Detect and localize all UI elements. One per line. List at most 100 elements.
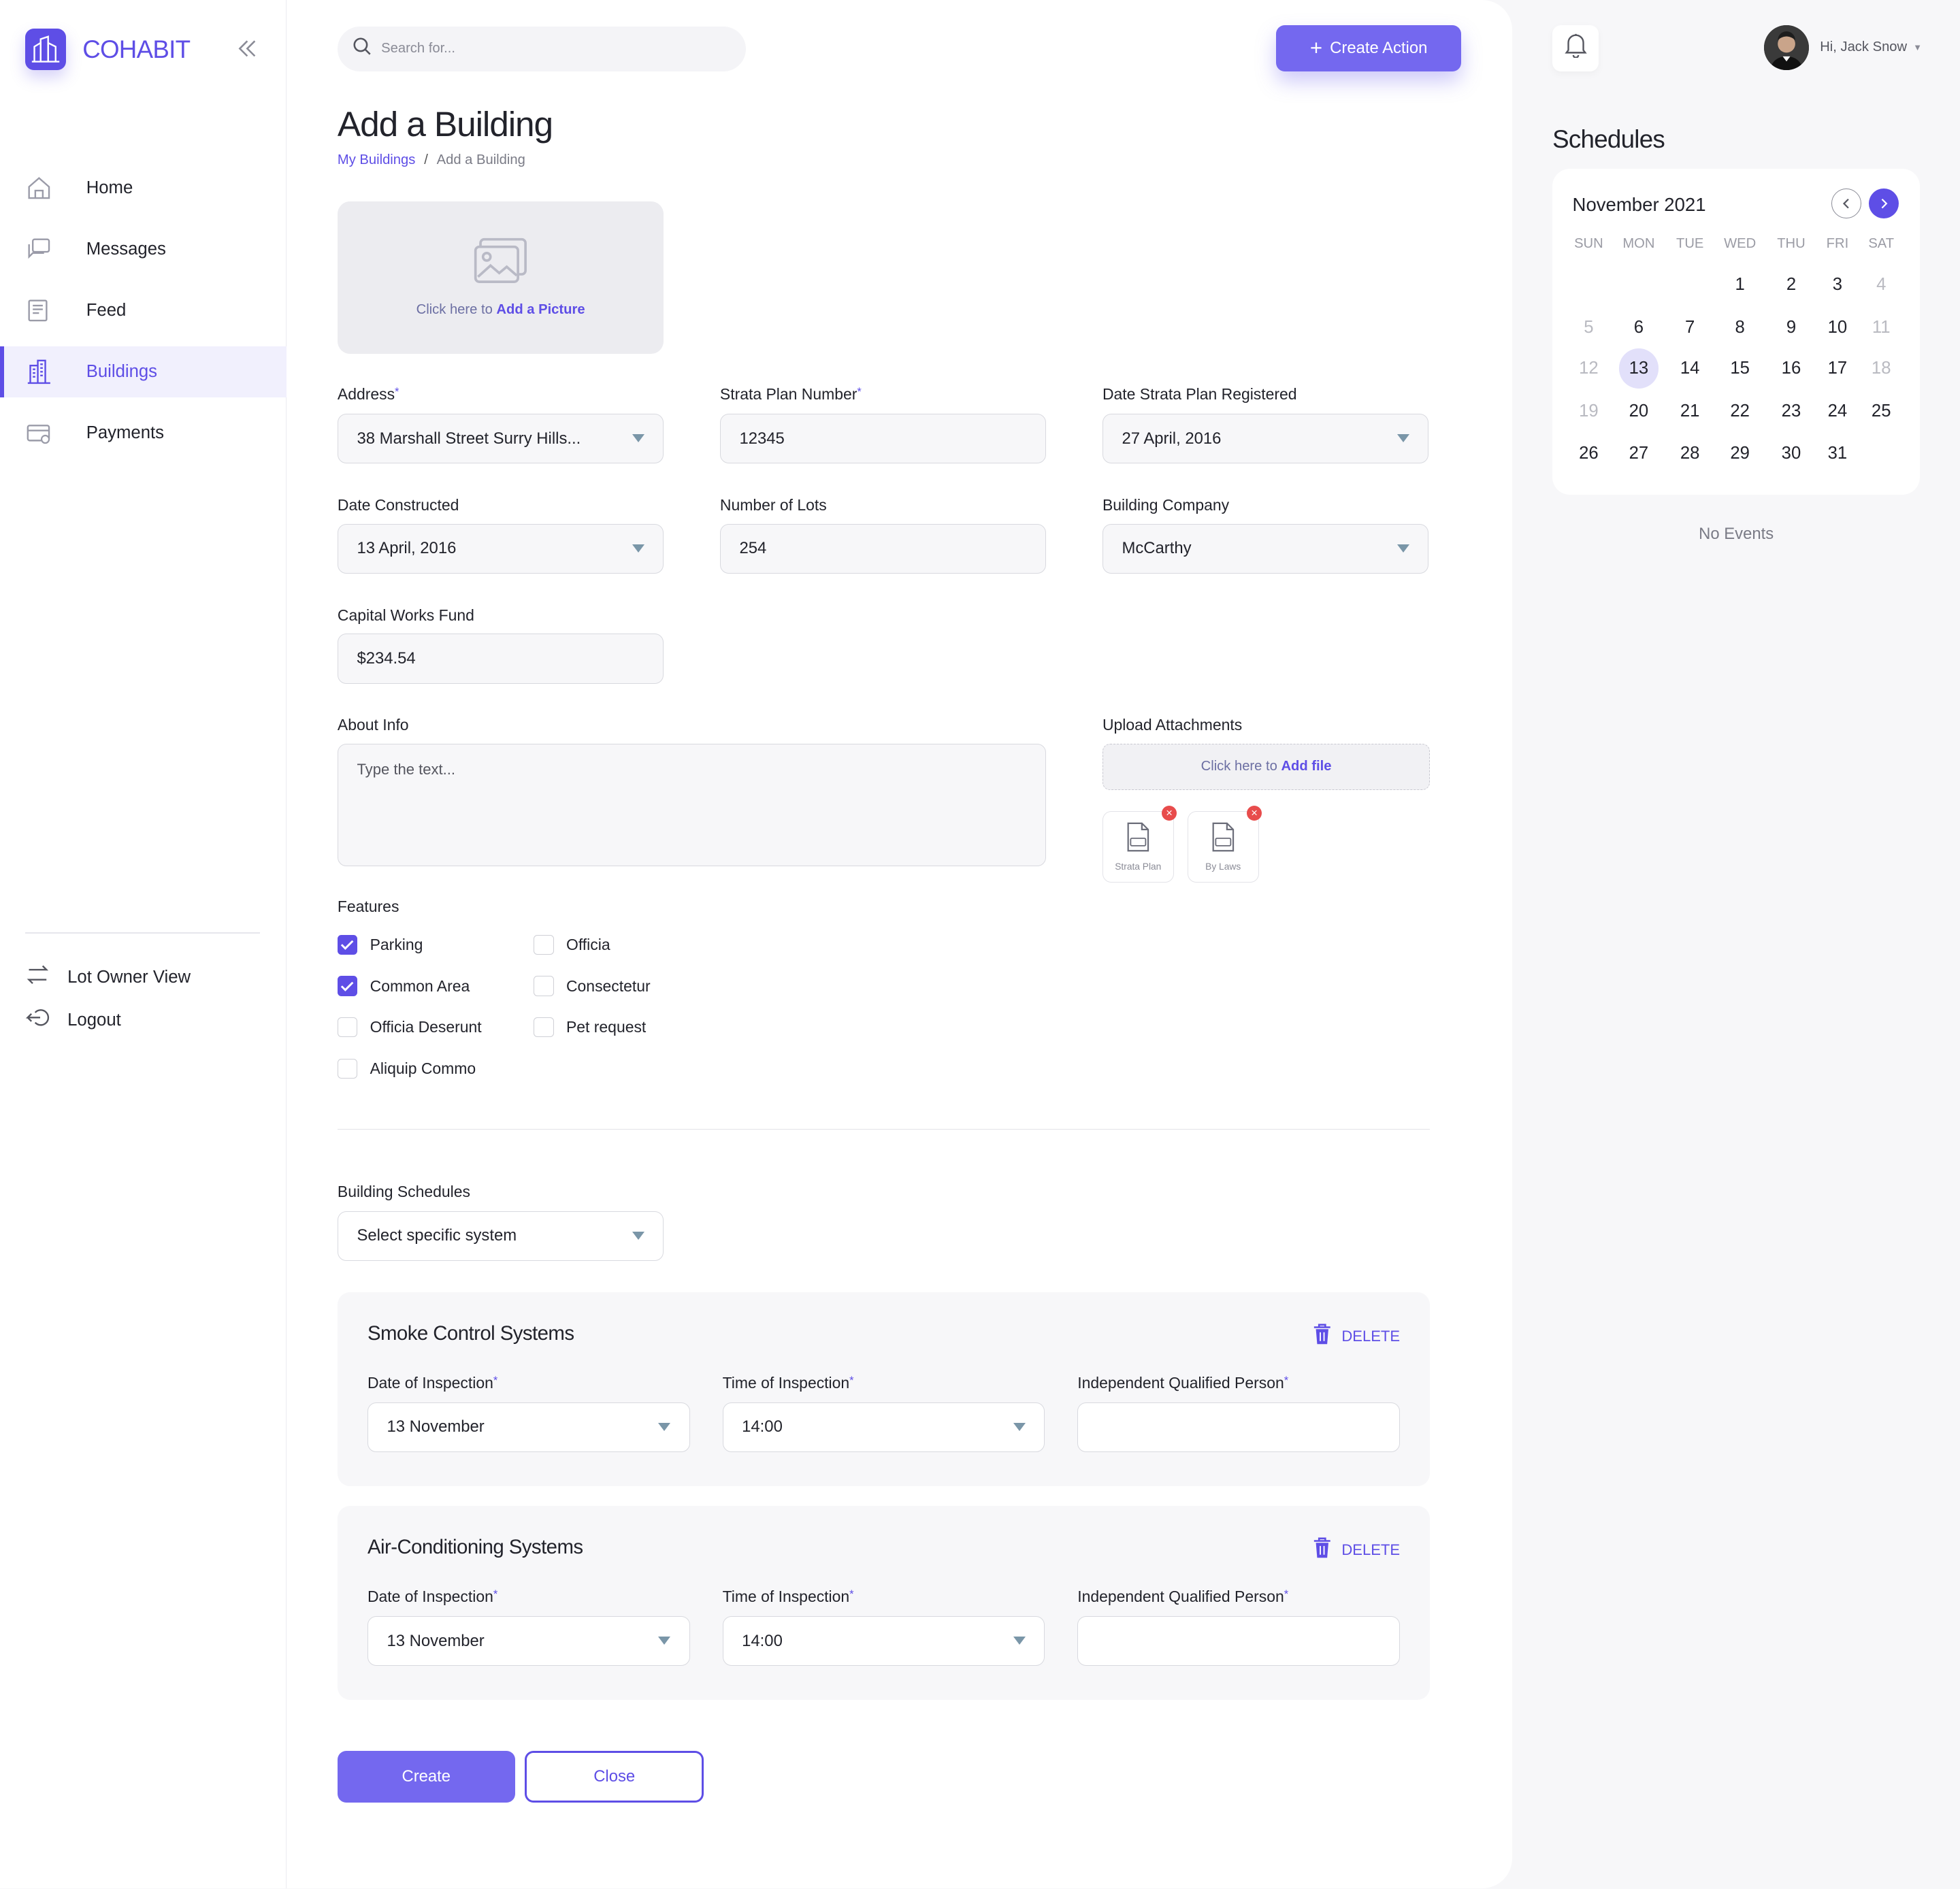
calendar-day[interactable]: 20 — [1629, 401, 1649, 421]
user-menu[interactable]: Hi, Jack Snow ▼ — [1763, 24, 1922, 70]
calendar-day[interactable]: 19 — [1579, 401, 1599, 421]
capital-works-fund-input[interactable]: $234.54 — [337, 634, 664, 684]
collapse-sidebar-icon[interactable] — [235, 36, 260, 61]
calendar-day[interactable]: 10 — [1827, 317, 1848, 337]
feature-checkbox-officia-deserunt[interactable]: Officia Deserunt — [337, 1017, 482, 1038]
calendar-day[interactable]: 13 — [1618, 348, 1659, 389]
calendar-day[interactable]: 21 — [1680, 401, 1700, 421]
calendar-day[interactable]: 26 — [1579, 444, 1599, 463]
sidebar-item-home[interactable]: Home — [0, 163, 287, 214]
delete-schedule-button[interactable]: DELETE — [1313, 1324, 1400, 1349]
attachment-strata-plan[interactable]: Strata Plan × — [1102, 805, 1177, 883]
date-of-inspection-select[interactable]: 13 November — [367, 1402, 690, 1453]
breadcrumb: My Buildings / Add a Building — [338, 152, 525, 168]
close-button[interactable]: Close — [525, 1751, 704, 1803]
building-schedules-select[interactable]: Select specific system — [337, 1211, 664, 1262]
feature-checkbox-parking[interactable]: Parking — [337, 934, 423, 955]
notifications-button[interactable] — [1552, 24, 1599, 71]
calendar-day[interactable]: 7 — [1685, 317, 1695, 337]
calendar-day[interactable]: 24 — [1827, 401, 1848, 421]
feature-checkbox-consectetur[interactable]: Consectetur — [534, 976, 651, 996]
address-select[interactable]: 38 Marshall Street Surry Hills... — [337, 413, 664, 464]
calendar-day[interactable]: 1 — [1735, 275, 1745, 295]
attachment-name: By Laws — [1205, 861, 1241, 872]
checkbox-empty-icon — [534, 934, 554, 955]
calendar-day[interactable]: 8 — [1735, 317, 1745, 337]
calendar-next-button[interactable] — [1868, 188, 1899, 219]
date-registered-value: 27 April, 2016 — [1122, 429, 1222, 448]
calendar-day[interactable]: 9 — [1786, 317, 1797, 337]
calendar-day[interactable]: 31 — [1827, 444, 1848, 463]
date-registered-label: Date Strata Plan Registered — [1102, 384, 1297, 403]
calendar-day[interactable]: 16 — [1781, 359, 1801, 378]
date-of-inspection-select[interactable]: 13 November — [367, 1615, 690, 1666]
feature-checkbox-pet-request[interactable]: Pet request — [534, 1017, 646, 1038]
sidebar-item-messages[interactable]: Messages — [0, 224, 287, 275]
logo[interactable]: COHABIT — [24, 29, 191, 70]
create-action-button[interactable]: + Create Action — [1276, 24, 1462, 71]
delete-schedule-button[interactable]: DELETE — [1313, 1537, 1400, 1562]
calendar-day[interactable]: 27 — [1629, 444, 1649, 463]
calendar-prev-button[interactable] — [1831, 188, 1861, 219]
calendar-weekday: MON — [1622, 236, 1655, 252]
calendar-day[interactable]: 23 — [1781, 401, 1801, 421]
address-label-text: Address — [337, 384, 395, 403]
sidebar-item-feed[interactable]: Feed — [0, 285, 287, 336]
search-bar[interactable] — [337, 26, 747, 71]
sidebar-item-payments[interactable]: Payments — [0, 408, 287, 459]
number-of-lots-input[interactable]: 254 — [719, 523, 1047, 574]
time-of-inspection-select[interactable]: 14:00 — [722, 1615, 1045, 1666]
calendar-weekday: THU — [1777, 236, 1806, 252]
feature-checkbox-common-area[interactable]: Common Area — [337, 976, 470, 996]
feature-checkbox-aliquip-commo[interactable]: Aliquip Commo — [337, 1058, 476, 1079]
calendar-day[interactable]: 22 — [1730, 401, 1750, 421]
add-picture-link[interactable]: Add a Picture — [496, 302, 585, 318]
date-constructed-select[interactable]: 13 April, 2016 — [337, 523, 664, 574]
remove-attachment-icon[interactable]: × — [1247, 805, 1262, 821]
time-of-inspection-select[interactable]: 14:00 — [722, 1402, 1045, 1453]
calendar-day[interactable]: 17 — [1827, 359, 1848, 378]
add-file-link[interactable]: Add file — [1281, 759, 1332, 774]
calendar-day[interactable]: 4 — [1876, 275, 1886, 295]
calendar-day[interactable]: 25 — [1871, 401, 1891, 421]
calendar-day[interactable]: 11 — [1872, 317, 1891, 337]
calendar-day[interactable]: 28 — [1680, 444, 1700, 463]
calendar-day[interactable]: 18 — [1871, 359, 1891, 378]
feature-label: Consectetur — [566, 976, 651, 995]
logout-button[interactable]: Logout — [25, 1005, 121, 1036]
remove-attachment-icon[interactable]: × — [1162, 805, 1177, 821]
calendar: November 2021 SUN MON TUE WED THU FRI SAT 1 2 3 4 5… — [1552, 168, 1921, 495]
upload-attachments-dropzone[interactable]: Click here to Add file — [1102, 743, 1431, 790]
calendar-day[interactable]: 12 — [1579, 359, 1599, 378]
calendar-day[interactable]: 5 — [1584, 317, 1594, 337]
date-constructed-label: Date Constructed — [337, 496, 459, 514]
time-of-inspection-label: Time of Inspection* — [723, 1588, 854, 1606]
feature-checkbox-officia[interactable]: Officia — [534, 934, 610, 955]
create-action-label: Create Action — [1330, 38, 1428, 57]
about-info-textarea[interactable]: Type the text... — [337, 743, 1047, 866]
search-input[interactable] — [381, 41, 706, 57]
calendar-day[interactable]: 29 — [1730, 444, 1750, 463]
create-button[interactable]: Create — [337, 1751, 515, 1803]
address-value: 38 Marshall Street Surry Hills... — [357, 429, 581, 448]
attachment-by-laws[interactable]: By Laws × — [1187, 805, 1262, 883]
breadcrumb-link-my-buildings[interactable]: My Buildings — [337, 152, 416, 168]
calendar-day[interactable]: 15 — [1730, 359, 1750, 378]
sidebar-item-label: Messages — [86, 239, 166, 259]
add-picture-area[interactable]: Click here to Add a Picture — [337, 201, 664, 354]
sidebar-item-buildings[interactable]: Buildings — [0, 346, 287, 398]
qualified-person-input[interactable] — [1077, 1615, 1401, 1666]
strata-plan-number-input[interactable]: 12345 — [719, 413, 1047, 464]
calendar-day[interactable]: 6 — [1633, 317, 1644, 337]
lot-owner-view-button[interactable]: Lot Owner View — [25, 962, 191, 993]
chevron-down-icon — [658, 1423, 671, 1431]
checkbox-empty-icon — [534, 976, 554, 996]
qualified-person-input[interactable] — [1077, 1402, 1401, 1453]
calendar-day[interactable]: 14 — [1680, 359, 1700, 378]
building-company-select[interactable]: McCarthy — [1102, 523, 1429, 574]
date-registered-select[interactable]: 27 April, 2016 — [1102, 413, 1429, 464]
calendar-day[interactable]: 2 — [1786, 275, 1797, 295]
calendar-day[interactable]: 3 — [1832, 275, 1843, 295]
delete-label: DELETE — [1341, 1541, 1401, 1558]
calendar-day[interactable]: 30 — [1781, 444, 1801, 463]
